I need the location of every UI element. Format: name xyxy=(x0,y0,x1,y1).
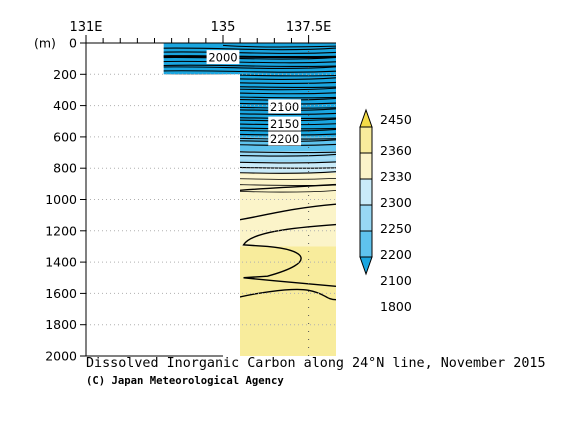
contour-label: 2200 xyxy=(270,132,299,146)
dic-layer xyxy=(163,150,336,162)
colorbar-label: 2200 xyxy=(380,247,412,262)
colorbar-bottom xyxy=(359,256,373,276)
y-tick-label: 1000 xyxy=(45,192,77,207)
contour-line xyxy=(163,51,336,54)
y-tick-label: 600 xyxy=(53,129,77,144)
y-tick-label: 200 xyxy=(53,67,77,82)
contour-line xyxy=(163,56,336,60)
colorbar-segment xyxy=(359,178,373,206)
dic-layer xyxy=(163,172,336,247)
credit-text: (C) Japan Meteorological Agency xyxy=(86,375,284,387)
contour-label-bg xyxy=(268,99,302,114)
contour-line-2000 xyxy=(163,55,336,59)
dic-band xyxy=(163,175,336,178)
contour-line xyxy=(163,70,336,73)
contour-line xyxy=(163,64,336,68)
contour-label: 2000 xyxy=(208,51,237,65)
contour-label-bg xyxy=(268,116,302,131)
y-tick-label: 800 xyxy=(53,161,77,176)
colorbar-label: 2360 xyxy=(380,143,412,158)
colorbar-label: 2300 xyxy=(380,195,412,210)
contour-line xyxy=(222,288,336,302)
contour-label: 2100 xyxy=(270,100,299,114)
colorbar-label: 1800 xyxy=(380,299,412,314)
colorbar-segment xyxy=(359,230,373,258)
colorbar-segment xyxy=(359,152,373,180)
y-tick-label: 1400 xyxy=(45,255,77,270)
x-tick-label: 137.5E xyxy=(286,20,331,35)
y-tick-label: 2000 xyxy=(45,349,77,364)
y-tick-label: 400 xyxy=(53,98,77,113)
y-unit-label: (m) xyxy=(34,36,56,51)
x-tick-label: 135 xyxy=(211,20,236,35)
colorbar-label: 2100 xyxy=(380,273,412,288)
colorbar-label: 2450 xyxy=(380,112,412,127)
y-tick-label: 0 xyxy=(69,36,77,51)
contour-label-bg xyxy=(268,131,302,146)
contour-label-bg xyxy=(206,50,240,65)
contour-line xyxy=(163,66,336,69)
colorbar-label: 2250 xyxy=(380,221,412,236)
colorbar-segment xyxy=(359,126,373,154)
contour-line xyxy=(222,44,336,48)
contour-line xyxy=(163,47,336,51)
y-tick-label: 1200 xyxy=(45,223,77,238)
y-tick-label: 1800 xyxy=(45,317,77,332)
contour-line xyxy=(242,223,336,288)
colorbar-segment xyxy=(359,204,373,232)
y-tick-label: 1600 xyxy=(45,286,77,301)
contour-line xyxy=(163,60,336,64)
colorbar-label: 2330 xyxy=(380,169,412,184)
dic-band xyxy=(163,157,336,160)
x-tick-label: 131E xyxy=(69,20,102,35)
contour-label: 2150 xyxy=(270,117,299,131)
chart-title: Dissolved Inorganic Carbon along 24°N li… xyxy=(86,356,546,371)
colorbar-top xyxy=(359,108,373,128)
